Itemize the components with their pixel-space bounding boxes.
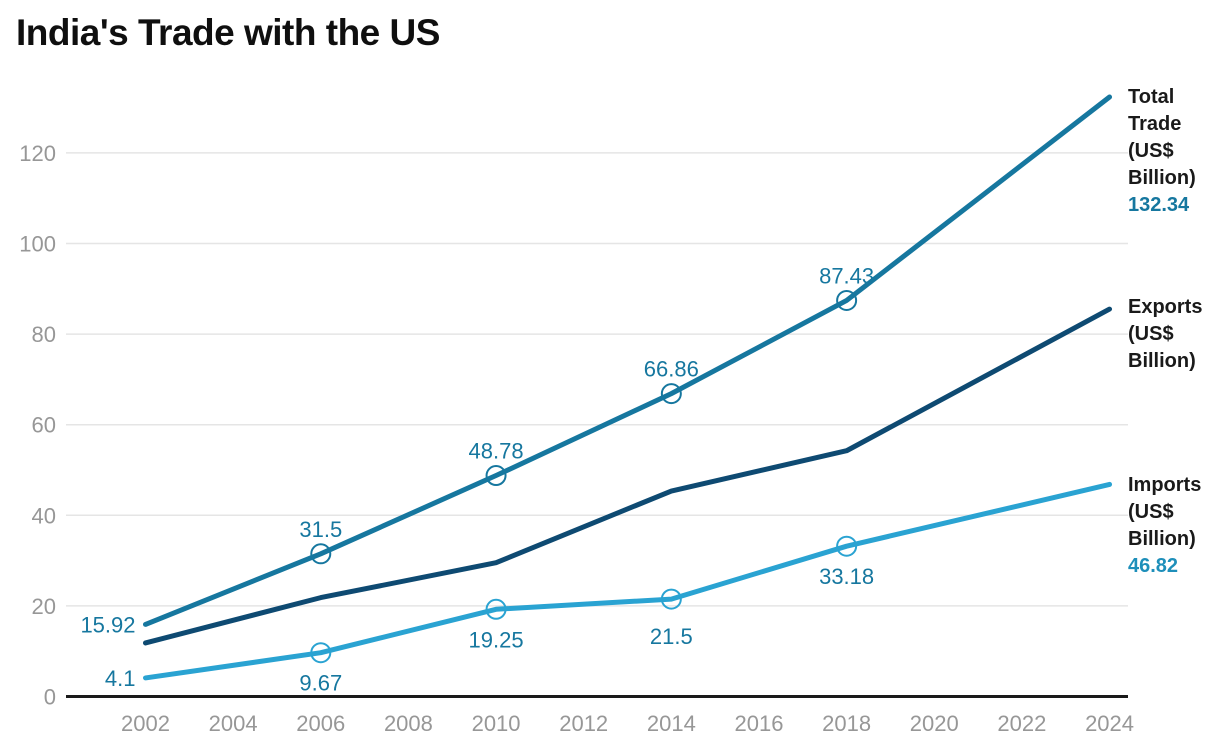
data-point-label-total_trade: 87.43	[819, 263, 874, 288]
y-axis-tick-label: 80	[32, 322, 56, 347]
x-axis-tick-label: 2002	[121, 711, 170, 736]
point-marker-total_trade	[836, 289, 858, 311]
legend-exports: Exports (US$ Billion)	[1128, 294, 1222, 375]
legend-value-total-trade: 132.34	[1128, 194, 1190, 216]
legend-value-imports: 46.82	[1128, 555, 1179, 577]
y-axis-tick-label: 100	[19, 232, 56, 257]
x-axis-tick-label: 2010	[472, 711, 521, 736]
x-axis-tick-label: 2016	[735, 711, 784, 736]
y-axis-tick-label: 0	[44, 685, 56, 710]
legend-label-imports: Imports (US$ Billion)	[1128, 474, 1202, 550]
point-marker-total_trade	[310, 543, 332, 565]
data-point-label-imports: 19.25	[469, 627, 524, 652]
x-axis-tick-label: 2012	[559, 711, 608, 736]
series-line-exports	[143, 306, 1113, 646]
data-point-label-imports: 4.1	[105, 666, 136, 691]
x-axis-tick-label: 2014	[647, 711, 696, 736]
x-axis-tick-label: 2024	[1085, 711, 1134, 736]
x-axis-tick-label: 2022	[997, 711, 1046, 736]
x-axis-tick-label: 2018	[822, 711, 871, 736]
x-axis-tick-label: 2008	[384, 711, 433, 736]
data-point-label-imports: 9.67	[299, 671, 342, 696]
x-axis-tick-label: 2004	[209, 711, 258, 736]
point-marker-imports	[660, 588, 682, 610]
x-axis-tick-label: 2020	[910, 711, 959, 736]
y-axis-tick-label: 40	[32, 503, 56, 528]
y-axis-tick-label: 60	[32, 413, 56, 438]
y-axis-tick-label: 20	[32, 594, 56, 619]
series-line-total_trade	[143, 94, 1113, 627]
legend-label-total-trade: Total Trade (US$ Billion)	[1128, 86, 1196, 189]
data-point-label-imports: 21.5	[650, 624, 693, 649]
legend-label-exports: Exports (US$ Billion)	[1128, 296, 1203, 372]
point-marker-imports	[836, 535, 858, 557]
data-point-label-imports: 33.18	[819, 564, 874, 589]
data-point-label-total_trade: 31.5	[299, 517, 342, 542]
point-marker-total_trade	[660, 383, 682, 405]
legend-total-trade: Total Trade (US$ Billion) 132.34	[1128, 84, 1222, 219]
series-line-imports	[143, 481, 1113, 681]
data-point-label-total_trade: 66.86	[644, 357, 699, 382]
chart-title: India's Trade with the US	[16, 12, 440, 53]
data-point-label-total_trade: 15.92	[80, 612, 135, 637]
legend-imports: Imports (US$ Billion) 46.82	[1128, 472, 1222, 580]
y-axis-tick-label: 120	[19, 141, 56, 166]
x-axis-tick-label: 2006	[296, 711, 345, 736]
data-point-label-total_trade: 48.78	[469, 439, 524, 464]
point-marker-total_trade	[485, 465, 507, 487]
point-marker-imports	[485, 598, 507, 620]
point-marker-imports	[310, 642, 332, 664]
